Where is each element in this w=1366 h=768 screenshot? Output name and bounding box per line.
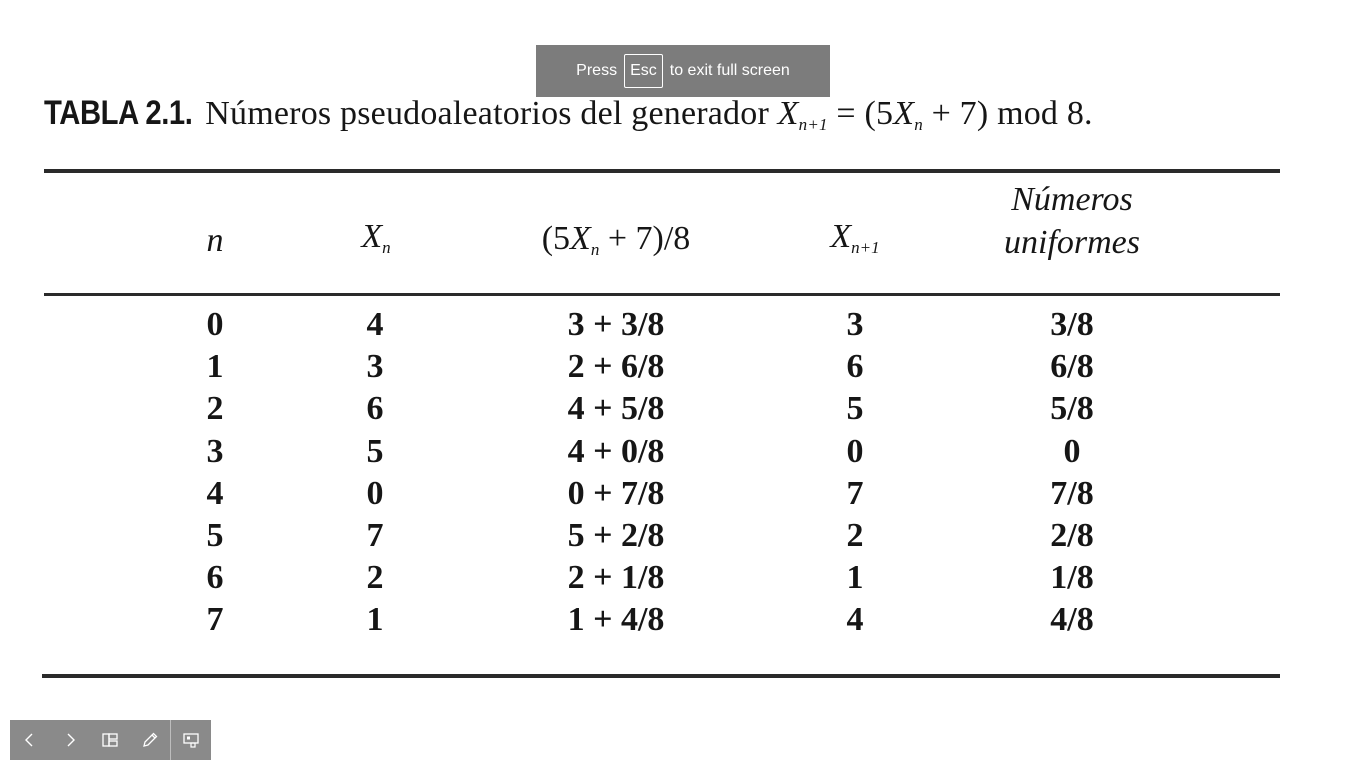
header-xn-sub: n [382,237,391,257]
cell-xn1: 2 [846,516,864,554]
table-row: 5 7 5 + 2/8 2 2/8 [0,515,1366,557]
table-row: 3 5 4 + 0/8 0 0 [0,431,1366,473]
esc-key-badge: Esc [624,54,663,88]
header-uniform-line2: uniformes [1004,224,1140,261]
table-row: 6 2 2 + 1/8 1 1/8 [0,557,1366,599]
cell-uniform: 5/8 [1050,390,1094,428]
caption-description: Números pseudoaleatorios del generador [205,95,769,132]
caption-eq: = (5 [827,95,894,132]
caption-var-x2: X [893,95,915,132]
cell-n: 5 [206,516,224,554]
cell-uniform: 6/8 [1050,348,1094,386]
caption-var-x: X [777,95,799,132]
toolbar-separator [170,720,171,760]
caption-sub-n1: n+1 [798,114,828,134]
header-n-label: n [206,222,224,259]
presentation-toolbar [10,720,211,760]
cell-uniform: 3/8 [1050,306,1094,343]
table-header-rule [44,293,1280,296]
cell-xn: 0 [366,474,384,512]
table-row: 7 1 1 + 4/8 4 4/8 [0,599,1366,641]
header-xn1-sub: n+1 [851,237,880,257]
header-xn-label: X [361,218,383,255]
header-n: n [207,222,224,260]
table-caption: TABLA 2.1. Números pseudoaleatorios del … [44,94,1284,135]
cell-expression: 4 + 0/8 [567,432,665,470]
header-expr-x: X [570,220,591,257]
cell-expression: 3 + 3/8 [567,306,665,343]
cell-n: 2 [206,390,224,428]
table-row: 1 3 2 + 6/8 6 6/8 [0,346,1366,388]
cell-expression: 0 + 7/8 [567,474,665,512]
table-bottom-rule [42,674,1280,678]
header-xn: Xn [361,218,390,258]
header-uniform-numbers: Números uniformes [1004,178,1140,264]
cell-xn1: 0 [846,432,864,470]
cell-xn: 7 [366,516,384,554]
notice-suffix-text: to exit full screen [669,62,790,79]
presenter-view-button[interactable] [171,720,211,760]
cell-uniform: 2/8 [1050,516,1094,554]
cell-uniform: 1/8 [1050,559,1094,597]
table-row: 2 6 4 + 5/8 5 5/8 [0,388,1366,430]
cell-expression: 2 + 1/8 [567,559,665,597]
slide-sorter-icon [102,733,118,747]
caption-mod: + 7) mod 8. [922,95,1093,132]
cell-n: 6 [206,559,224,597]
cell-xn: 6 [366,390,384,428]
cell-xn: 2 [366,559,384,597]
cell-xn1: 3 [846,306,864,343]
header-expr-open: (5 [541,220,571,257]
cell-xn1: 1 [846,559,864,597]
chevron-right-icon [67,733,75,747]
cell-expression: 1 + 4/8 [567,601,665,639]
table-row: 4 0 0 + 7/8 7 7/8 [0,473,1366,515]
cell-n: 7 [206,601,224,639]
caption-text: Números pseudoaleatorios del generador X… [205,95,1093,134]
cell-expression: 4 + 5/8 [567,390,665,428]
cell-uniform: 0 [1063,432,1081,470]
cell-n: 4 [206,474,224,512]
notice-press-text: Press [576,62,618,79]
cell-uniform: 7/8 [1050,474,1094,512]
cell-xn: 4 [366,306,384,343]
presenter-view-icon [183,733,199,748]
caption-sub-n: n [914,114,923,134]
slide-sorter-button[interactable] [90,720,130,760]
cell-expression: 5 + 2/8 [567,516,665,554]
cell-n: 3 [206,432,224,470]
table-top-rule [44,169,1280,173]
cell-xn1: 5 [846,390,864,428]
cell-xn1: 7 [846,474,864,512]
header-uniform-line1: Números [1011,181,1133,218]
header-expr-close: + 7)/8 [599,220,691,257]
table-body: 0 4 3 + 3/8 3 3/8 1 3 2 + 6/8 6 6/8 2 6 … [0,304,1366,642]
cell-expression: 2 + 6/8 [567,348,665,386]
cell-n: 1 [206,348,224,386]
header-xn1: Xn+1 [830,218,879,258]
header-expr-sub: n [590,239,600,259]
next-slide-button[interactable] [50,720,90,760]
cell-xn: 1 [366,601,384,639]
fullscreen-notice: Press Esc to exit full screen [536,45,830,97]
chevron-left-icon [25,733,33,747]
cell-xn: 5 [366,432,384,470]
cell-n: 0 [206,306,224,343]
header-xn1-label: X [830,218,852,255]
cell-xn: 3 [366,348,384,386]
header-expression: (5Xn + 7)/8 [542,220,691,260]
cell-xn1: 4 [846,601,864,639]
table-row: 0 4 3 + 3/8 3 3/8 [0,304,1366,346]
pen-icon [143,732,158,747]
pen-button[interactable] [130,720,170,760]
previous-slide-button[interactable] [10,720,50,760]
table-label: TABLA 2.1. [44,94,193,132]
cell-uniform: 4/8 [1050,601,1094,639]
cell-xn1: 6 [846,348,864,386]
